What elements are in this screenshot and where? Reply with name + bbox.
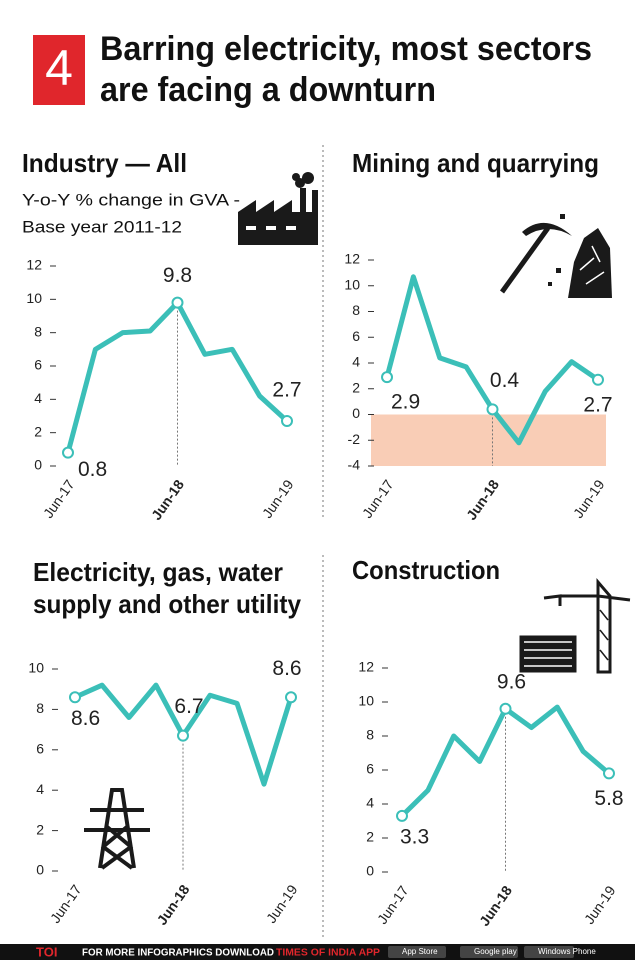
value-label: 3.3 (400, 825, 429, 848)
y-tick-label: 6 (34, 357, 42, 373)
y-tick-label: 10 (344, 276, 360, 292)
y-tick-label: -4 (348, 457, 361, 473)
value-label: 2.7 (583, 393, 612, 416)
point-marker (592, 373, 604, 386)
y-tick-label: 8 (34, 323, 42, 339)
y-tick-label: 2 (352, 379, 360, 395)
value-label: 0.8 (78, 458, 107, 481)
negative-zone (371, 414, 606, 466)
x-tick-label: Jun-18 (463, 476, 502, 522)
value-label: 8.6 (272, 657, 301, 680)
x-tick-label: Jun-17 (40, 476, 78, 520)
mining-icon (499, 214, 612, 298)
chart-subtitle: Base year 2011-12 (22, 217, 182, 236)
point-marker (177, 729, 189, 742)
point-marker (62, 446, 74, 459)
store-name: Windows Phone (538, 947, 596, 956)
y-tick-label: 0 (352, 405, 360, 421)
point-marker (281, 415, 293, 427)
point-marker (603, 767, 615, 780)
number-badge (33, 35, 85, 105)
x-tick-label: Jun-19 (581, 882, 619, 926)
y-tick-label: 6 (352, 328, 360, 344)
chart-title: Construction (352, 555, 500, 585)
point-marker (171, 296, 184, 309)
value-label: 5.8 (594, 787, 623, 810)
chart-title: Mining and quarrying (352, 148, 599, 178)
value-label: 8.6 (71, 707, 100, 730)
point-marker (486, 403, 499, 416)
chart-title: Electricity, gas, water (33, 557, 283, 587)
y-tick-label: 6 (36, 741, 44, 757)
chart-subtitle: Y-o-Y % change in GVA - (22, 190, 240, 209)
y-tick-label: 6 (366, 761, 374, 777)
x-tick-label: Jun-19 (570, 476, 608, 520)
value-label: 9.6 (497, 670, 526, 693)
y-tick-label: 12 (358, 659, 374, 675)
y-tick-label: 4 (366, 795, 374, 811)
crane-icon (519, 577, 631, 674)
footer-text: FOR MORE INFOGRAPHICS DOWNLOAD (82, 948, 274, 959)
y-tick-label: 4 (352, 354, 360, 370)
x-tick-label: Jun-19 (263, 881, 301, 925)
y-tick-label: 10 (28, 660, 44, 676)
store-badge (460, 946, 518, 958)
y-tick-label: -2 (348, 431, 361, 447)
value-label: 2.7 (272, 379, 301, 402)
point-marker (396, 809, 408, 822)
y-tick-label: 2 (36, 821, 44, 837)
y-tick-label: 0 (36, 862, 44, 878)
y-tick-label: 8 (366, 727, 374, 743)
y-tick-label: 10 (358, 693, 374, 709)
headline: are facing a downturn (100, 71, 436, 109)
x-tick-label: Jun-19 (259, 476, 297, 520)
x-tick-label: Jun-18 (154, 881, 193, 927)
store-badge (524, 946, 574, 958)
badge-number: 4 (45, 40, 73, 96)
factory-icon (238, 172, 318, 245)
y-tick-label: 4 (36, 781, 44, 797)
footer-brand: TOI (36, 944, 57, 959)
store-name: Google play (474, 947, 517, 956)
y-tick-label: 8 (352, 302, 360, 318)
x-tick-label: Jun-17 (47, 881, 85, 925)
value-label: 2.9 (391, 391, 420, 414)
x-tick-label: Jun-18 (148, 476, 187, 522)
store-name: App Store (402, 947, 438, 956)
chart-title: supply and other utility (33, 589, 302, 619)
y-tick-label: 12 (344, 251, 360, 267)
headline: Barring electricity, most sectors (100, 30, 592, 68)
y-tick-label: 0 (34, 457, 42, 473)
y-tick-label: 4 (34, 390, 42, 406)
y-tick-label: 2 (366, 829, 374, 845)
x-tick-label: Jun-17 (359, 476, 397, 520)
point-marker (69, 691, 81, 704)
y-tick-label: 10 (26, 290, 42, 306)
footer-app: TIMES OF INDIA APP (276, 948, 380, 959)
value-label: 0.4 (490, 369, 520, 392)
pylon-icon (84, 788, 150, 870)
point-marker (381, 371, 393, 384)
point-marker (285, 691, 297, 704)
point-marker (499, 702, 512, 715)
x-tick-label: Jun-17 (374, 882, 412, 926)
y-tick-label: 12 (26, 257, 42, 273)
y-tick-label: 0 (366, 863, 374, 879)
x-tick-label: Jun-18 (476, 882, 515, 928)
chart-title: Industry — All (22, 148, 187, 178)
store-badge (388, 946, 446, 958)
series-line (65, 300, 290, 456)
value-label: 9.8 (163, 264, 192, 287)
y-tick-label: 8 (36, 700, 44, 716)
y-tick-label: 2 (34, 423, 42, 439)
value-label: 6.7 (174, 695, 203, 718)
